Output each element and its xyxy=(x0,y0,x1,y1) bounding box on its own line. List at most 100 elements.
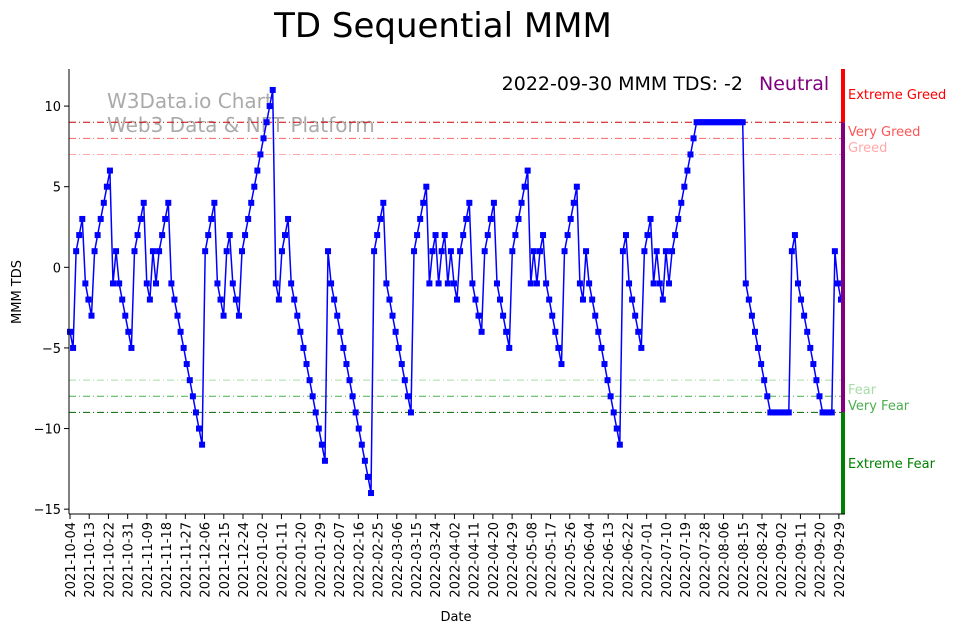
data-point xyxy=(254,167,261,174)
x-tick-label: 2022-09-02 xyxy=(775,522,790,598)
data-point xyxy=(97,215,104,222)
zone-label: Very Fear xyxy=(848,399,910,414)
y-axis-label: MMM TDS xyxy=(10,260,25,324)
data-point xyxy=(358,441,365,448)
data-point xyxy=(192,409,199,416)
data-point xyxy=(76,232,83,239)
data-point xyxy=(174,312,181,319)
y-tick-label: 0 xyxy=(53,261,61,276)
data-point xyxy=(450,280,457,287)
threshold-lines xyxy=(69,121,843,413)
data-point xyxy=(288,280,295,287)
data-point xyxy=(693,119,700,126)
data-point xyxy=(352,409,359,416)
data-point xyxy=(751,328,758,335)
data-point xyxy=(484,232,491,239)
data-point xyxy=(337,328,344,335)
data-point xyxy=(220,312,227,319)
data-point xyxy=(463,215,470,222)
data-point xyxy=(613,425,620,432)
x-tick-label: 2022-06-04 xyxy=(583,522,598,598)
data-point xyxy=(638,344,645,351)
data-point xyxy=(239,248,246,255)
data-point xyxy=(131,248,138,255)
data-point xyxy=(153,280,160,287)
data-point xyxy=(595,328,602,335)
data-point xyxy=(318,441,325,448)
watermark-line-2: Web3 Data & NFT Platform xyxy=(107,113,375,137)
y-tick-label: −5 xyxy=(42,342,61,357)
data-point xyxy=(785,409,792,416)
data-point xyxy=(788,248,795,255)
data-point xyxy=(573,183,580,190)
data-point xyxy=(180,344,187,351)
data-point xyxy=(315,425,322,432)
data-point xyxy=(767,409,774,416)
data-point xyxy=(530,248,537,255)
data-point xyxy=(656,280,663,287)
zone-bar-segment xyxy=(841,122,845,413)
data-point xyxy=(334,312,341,319)
data-point xyxy=(798,296,805,303)
data-point xyxy=(100,199,107,206)
data-point xyxy=(386,296,393,303)
data-point xyxy=(604,377,611,384)
data-point xyxy=(306,377,313,384)
data-point xyxy=(441,232,448,239)
data-point xyxy=(235,312,242,319)
data-point xyxy=(641,248,648,255)
data-point xyxy=(414,232,421,239)
x-tick-label: 2022-07-01 xyxy=(641,522,656,598)
data-point xyxy=(340,344,347,351)
data-point xyxy=(822,409,829,416)
data-point xyxy=(748,312,755,319)
x-tick-label: 2022-05-08 xyxy=(525,522,540,598)
x-tick-label: 2022-02-16 xyxy=(352,522,367,598)
x-tick-label: 2021-10-13 xyxy=(83,522,98,598)
data-point xyxy=(619,248,626,255)
data-point xyxy=(294,312,301,319)
data-point xyxy=(457,248,464,255)
data-point xyxy=(88,312,95,319)
data-point xyxy=(650,280,657,287)
data-point xyxy=(540,232,547,239)
zone-bar xyxy=(841,69,845,514)
data-point xyxy=(168,280,175,287)
data-point xyxy=(297,328,304,335)
x-tick-label: 2022-01-02 xyxy=(256,522,271,598)
data-point xyxy=(349,393,356,400)
data-point xyxy=(589,296,596,303)
x-tick-label: 2021-10-22 xyxy=(102,522,117,598)
data-point xyxy=(149,248,156,255)
x-tick-label: 2022-04-02 xyxy=(448,522,463,598)
x-tick-label: 2022-01-29 xyxy=(314,522,329,598)
x-tick-label: 2022-07-10 xyxy=(660,522,675,598)
data-point xyxy=(770,409,777,416)
data-point xyxy=(392,328,399,335)
latest-value-annotation: 2022-09-30 MMM TDS: -2 xyxy=(502,73,743,95)
data-point xyxy=(662,248,669,255)
data-point xyxy=(202,248,209,255)
x-tick-label: 2021-12-06 xyxy=(199,522,214,598)
data-point xyxy=(527,280,534,287)
data-point xyxy=(570,199,577,206)
data-point xyxy=(454,296,461,303)
data-point xyxy=(764,393,771,400)
data-point xyxy=(567,215,574,222)
data-point xyxy=(552,328,559,335)
zone-bar-segment xyxy=(841,412,845,514)
data-point xyxy=(134,232,141,239)
data-point xyxy=(321,457,328,464)
x-tick-label: 2022-03-06 xyxy=(391,522,406,598)
x-tick-label: 2022-07-28 xyxy=(698,522,713,598)
data-point xyxy=(85,296,92,303)
data-point xyxy=(736,119,743,126)
data-point xyxy=(699,119,706,126)
data-point xyxy=(469,280,476,287)
data-point xyxy=(659,296,666,303)
x-tick-label: 2022-04-20 xyxy=(487,522,502,598)
data-point xyxy=(626,280,633,287)
data-point xyxy=(146,296,153,303)
